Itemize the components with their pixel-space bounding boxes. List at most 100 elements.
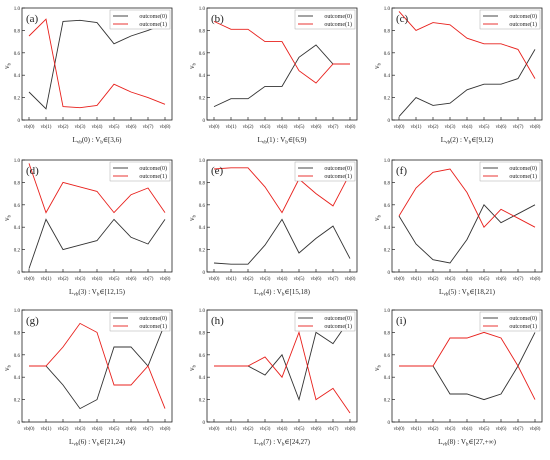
x-tick-label: vb(6) — [496, 125, 507, 130]
x-tick-label: vb(7) — [513, 427, 524, 432]
x-tick-label: vb(6) — [311, 427, 322, 432]
y-tick-label: 0.8 — [384, 29, 391, 34]
legend-entry-outcome1: outcome(1) — [509, 173, 537, 180]
y-tick-label: 0.4 — [199, 376, 206, 381]
x-tick-label: vb(8) — [530, 125, 541, 130]
panel-label: (h) — [211, 315, 224, 327]
x-axis-label-tail: ∈[24,27) — [284, 438, 310, 446]
x-tick-label: vb(2) — [243, 277, 254, 282]
chart-panel-h: 0 0.2 0.4 0.6 0.8 1.0 vb(0) vb(1) vb(2) vb(3) vb(4… — [188, 309, 358, 448]
legend-entry-outcome1: outcome(1) — [139, 21, 167, 28]
y-axis-label-sub: b — [193, 63, 198, 66]
x-tick-label: vb(5) — [109, 277, 120, 282]
x-axis-label-mid: (4) : V — [263, 288, 282, 296]
x-tick-label: vb(8) — [160, 427, 171, 432]
y-axis-label-sub: b — [378, 365, 383, 368]
legend-entry-outcome0: outcome(0) — [509, 315, 537, 322]
x-tick-label: vb(3) — [445, 277, 456, 282]
y-axis-label-base: v — [188, 367, 196, 371]
x-tick-label: vb(3) — [260, 125, 271, 130]
panel-label: (f) — [396, 165, 407, 177]
y-axis-label: vb — [188, 215, 198, 222]
y-tick-label: 0.8 — [199, 29, 206, 34]
x-axis-label-mid: (1) : V — [267, 136, 286, 144]
x-tick-label: vb(2) — [243, 427, 254, 432]
x-axis-label-tail: ∈[18,21) — [469, 288, 495, 296]
y-axis-label-base: v — [188, 217, 196, 221]
x-tick-label: vb(0) — [24, 277, 35, 282]
x-axis-label-sub2: b — [282, 293, 285, 298]
x-tick-label: vb(3) — [260, 277, 271, 282]
x-axis-label: Lvb(2) : Vb∈[9,12) — [441, 136, 494, 146]
chart-panel-f: 0 0.2 0.4 0.6 0.8 1.0 vb(0) vb(1) vb(2) vb(3) vb(4… — [373, 159, 543, 298]
x-axis-label-mid: (3) : V — [78, 288, 97, 296]
x-tick-label: vb(2) — [58, 277, 69, 282]
x-tick-label: vb(1) — [226, 427, 237, 432]
x-axis-label-base: L — [254, 288, 258, 296]
panel-label: (g) — [26, 315, 39, 327]
y-tick-label: 0 — [18, 271, 21, 276]
y-axis-label-base: v — [373, 217, 381, 221]
y-axis-label-sub: b — [378, 215, 383, 218]
y-axis-label-base: v — [188, 65, 196, 69]
y-tick-label: 0.4 — [14, 226, 21, 231]
x-tick-label: vb(6) — [496, 277, 507, 282]
y-tick-label: 0.6 — [199, 354, 206, 359]
x-tick-label: vb(4) — [462, 125, 473, 130]
x-tick-label: vb(2) — [58, 427, 69, 432]
x-axis-label-base: L — [258, 136, 262, 144]
x-tick-label: vb(5) — [294, 277, 305, 282]
x-axis-label: Lvb(8) : Vb∈[27,+∞) — [438, 438, 497, 448]
x-tick-label: vb(4) — [92, 277, 103, 282]
x-tick-label: vb(8) — [160, 277, 171, 282]
x-tick-label: vb(8) — [345, 427, 356, 432]
legend-entry-outcome0: outcome(0) — [139, 165, 167, 172]
y-tick-label: 0.4 — [384, 376, 391, 381]
x-axis-label-tail: ∈[3,6) — [103, 136, 122, 144]
y-axis-label-sub: b — [8, 215, 13, 218]
y-tick-label: 0 — [203, 119, 206, 124]
legend-entry-outcome1: outcome(1) — [324, 173, 352, 180]
x-tick-label: vb(7) — [143, 277, 154, 282]
x-axis-label: Lvb(1) : Vb∈[6,9) — [258, 136, 308, 146]
x-axis-label-tail: ∈[12,15) — [99, 288, 125, 296]
y-tick-label: 0.6 — [199, 52, 206, 57]
y-axis-label-sub: b — [8, 63, 13, 66]
x-axis-label-sub2: b — [100, 141, 103, 146]
x-axis-label-sub: vb — [445, 141, 451, 146]
legend-entry-outcome1: outcome(1) — [509, 21, 537, 28]
y-tick-label: 0.2 — [384, 97, 391, 102]
x-tick-label: vb(6) — [311, 125, 322, 130]
x-tick-label: vb(4) — [277, 277, 288, 282]
x-tick-label: vb(4) — [277, 125, 288, 130]
chart-panel-c: 0 0.2 0.4 0.6 0.8 1.0 vb(0) vb(1) vb(2) vb(3) vb(4… — [373, 7, 543, 146]
x-tick-label: vb(1) — [226, 125, 237, 130]
y-axis-label-base: v — [3, 367, 11, 371]
y-axis-label: vb — [3, 63, 13, 70]
x-tick-label: vb(6) — [496, 427, 507, 432]
panel-label: (b) — [211, 13, 224, 25]
y-tick-label: 0.8 — [199, 331, 206, 336]
x-axis-label: Lvb(6) : Vb∈[21,24) — [69, 438, 126, 448]
x-tick-label: vb(7) — [513, 125, 524, 130]
x-tick-label: vb(2) — [428, 277, 439, 282]
x-axis-label-base: L — [441, 136, 445, 144]
x-tick-label: vb(1) — [41, 427, 52, 432]
x-tick-label: vb(1) — [226, 277, 237, 282]
legend-entry-outcome1: outcome(1) — [139, 173, 167, 180]
y-tick-label: 0.8 — [14, 181, 21, 186]
x-tick-label: vb(2) — [58, 125, 69, 130]
x-tick-label: vb(3) — [75, 277, 86, 282]
legend-entry-outcome1: outcome(1) — [509, 323, 537, 330]
y-axis-label: vb — [373, 63, 383, 70]
x-axis-label: Lvb(0) : Vb∈[3,6) — [73, 136, 123, 146]
y-axis-label-base: v — [3, 65, 11, 69]
y-tick-label: 0.6 — [199, 204, 206, 209]
x-axis-label-base: L — [73, 136, 77, 144]
y-tick-label: 1.0 — [199, 309, 206, 314]
panel-label: (c) — [396, 13, 409, 25]
x-axis-label-sub: vb — [442, 443, 448, 448]
x-axis-label-sub: vb — [258, 293, 264, 298]
y-tick-label: 1.0 — [14, 309, 21, 314]
y-tick-label: 0.8 — [14, 331, 21, 336]
